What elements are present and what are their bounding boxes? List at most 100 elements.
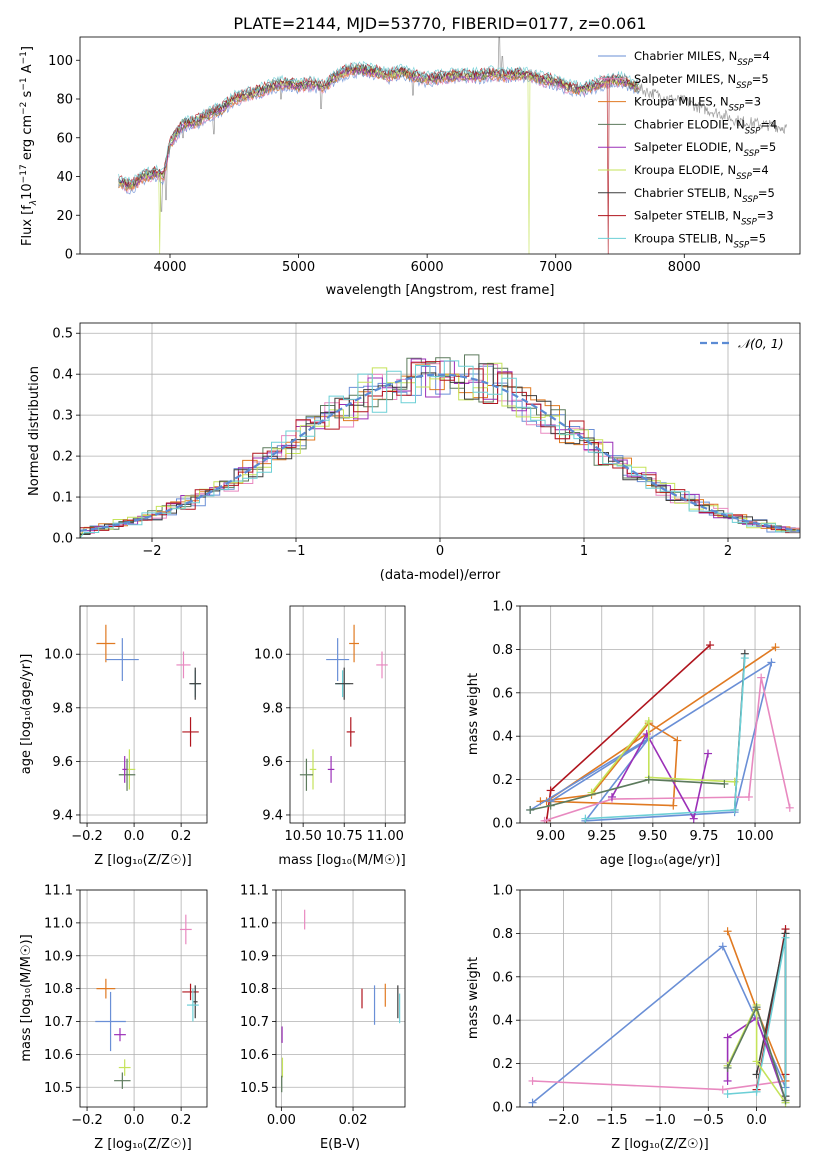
y-axis-label-part: 10: [20, 183, 35, 200]
y-tick-label: 9.4: [262, 808, 283, 823]
errorbar-point: [114, 1028, 126, 1042]
y-tick-label: 0.6: [492, 686, 513, 701]
legend-entry: Kroupa ELODIE, NSSP=4: [634, 163, 769, 182]
errorbar-point: [346, 717, 355, 747]
weight-marker: [689, 814, 698, 823]
errorbar-point: [118, 1059, 131, 1076]
weight-marker: [581, 814, 590, 823]
errorbar-point: [96, 978, 116, 999]
x-tick-label: −0.2: [71, 829, 103, 844]
weight-marker: [740, 654, 749, 663]
y-tick-label: 11.1: [240, 884, 269, 899]
y-tick-label: 60: [56, 131, 73, 146]
legend-entry: Salpeter MILES, NSSP=5: [634, 72, 769, 91]
y-tick-label: 10.6: [44, 1048, 73, 1063]
weight-marker: [718, 1085, 727, 1094]
errorbar-point: [118, 758, 136, 791]
y-axis-label-part: A: [20, 64, 35, 77]
model-spectrum-line: [118, 68, 640, 194]
legend-entry-count: =5: [758, 186, 775, 200]
x-tick-label: 9.50: [638, 829, 667, 844]
y-axis-label: mass weight: [466, 957, 481, 1039]
weight-marker: [540, 816, 549, 823]
legend-entry-count: =3: [744, 95, 761, 109]
x-tick-label: 0.2: [171, 829, 192, 844]
errorbar-point: [335, 667, 354, 700]
y-tick-label: 0.5: [52, 327, 73, 342]
axes-frame: [275, 889, 406, 1108]
errorbar-point: [326, 638, 350, 682]
y-tick-label: 0.2: [492, 773, 513, 788]
axes-frame: [79, 605, 208, 824]
legend-entry-count: =5: [749, 231, 766, 245]
plot-area: [281, 909, 401, 1093]
weight-marker: [757, 673, 766, 682]
weight-marker: [771, 643, 780, 652]
errorbar-point: [187, 988, 199, 1022]
y-tick-label: 10.7: [240, 1015, 269, 1030]
y-tick-label: 1.0: [492, 600, 513, 615]
legend-entry: Chabrier STELIB, NSSP=5: [634, 186, 775, 205]
weight-series-line: [727, 937, 787, 1103]
y-tick-label: 0.0: [492, 817, 513, 832]
errorbar-point: [182, 717, 199, 747]
weight-series-line: [545, 644, 711, 821]
weight-marker: [730, 805, 739, 814]
x-axis-label: wavelength [Angstrom, rest frame]: [326, 283, 555, 298]
weight-marker: [781, 1096, 790, 1105]
legend-entry-label: Kroupa STELIB, N: [634, 231, 734, 245]
weight-marker: [526, 805, 535, 814]
legend-entry-count: =5: [752, 72, 769, 86]
x-tick-label: 5000: [282, 260, 315, 275]
legend-entry-sub: SSP: [745, 126, 761, 136]
axes-frame: [79, 322, 801, 539]
y-tick-label: 1.0: [492, 884, 513, 899]
x-axis-label: mass [log₁₀(M/M☉)]: [278, 853, 405, 868]
x-axis-label: age [log₁₀(age/yr)]: [600, 853, 721, 868]
legend-entry: Chabrier MILES, NSSP=4: [634, 49, 770, 68]
errorbar-point: [189, 667, 202, 700]
axes-frame: [519, 605, 801, 824]
legend-entry-label: Chabrier MILES, N: [634, 49, 737, 63]
y-tick-label: 40: [56, 170, 73, 185]
errorbar-point: [105, 638, 139, 682]
x-tick-label: 0.00: [267, 1113, 296, 1128]
y-tick-label: 0.2: [52, 450, 73, 465]
x-tick-label: 1: [580, 544, 588, 559]
y-tick-label: 9.6: [262, 755, 283, 770]
y-axis-label-part: erg cm: [20, 115, 35, 164]
legend-entry-label: Salpeter ELODIE, N: [634, 140, 744, 154]
x-tick-label: −2.0: [548, 1113, 580, 1128]
age-vs-mass-panel: 10.50 10.75 11.00 9.4 9.6 9.8 10.0 mass [log₁₀(…: [254, 605, 406, 868]
axes-frame: [289, 605, 406, 824]
y-tick-label: 0.0: [492, 1101, 513, 1116]
weight-series-line: [726, 1004, 787, 1104]
y-tick-label: 10.5: [240, 1081, 269, 1096]
weight-marker: [781, 933, 790, 942]
y-tick-label: 0.8: [492, 643, 513, 658]
weight-marker: [752, 1057, 761, 1066]
y-tick-label: 9.8: [52, 701, 73, 716]
plot-area: [528, 925, 790, 1107]
y-tick-label: 10.8: [44, 982, 73, 997]
legend-entry-count: =5: [759, 140, 776, 154]
x-tick-label: 2: [724, 544, 732, 559]
weight-vs-metallicity-panel: −2.0 −1.5 −1.0 −0.5 0.0 0.0 0.2 0.4 0.6 0.8 1.0 Z […: [466, 884, 801, 1152]
legend-entry-label: Salpeter STELIB, N: [634, 209, 741, 223]
weight-marker: [752, 1087, 761, 1096]
x-axis-label: (data-model)/error: [380, 568, 501, 583]
weight-series-line: [544, 677, 791, 822]
y-tick-label: 10.7: [44, 1015, 73, 1030]
weight-marker: [673, 736, 682, 745]
age-vs-metallicity-panel: −0.2 0.0 0.2 9.4 9.6 9.8 10.0 Z [log₁₀(Z/Z☉)] ag…: [19, 605, 208, 868]
x-tick-label: 7000: [539, 260, 572, 275]
weight-marker: [723, 1063, 732, 1072]
histogram-series: [80, 360, 800, 538]
legend-entry: 𝒩(0, 1): [738, 336, 784, 351]
y-tick-label: 0.4: [492, 730, 513, 745]
x-tick-label: 9.00: [536, 829, 565, 844]
y-axis-label: mass weight: [466, 673, 481, 755]
y-tick-label: 10.0: [44, 648, 73, 663]
plot-area: [299, 624, 388, 791]
weight-series-line: [611, 732, 709, 821]
